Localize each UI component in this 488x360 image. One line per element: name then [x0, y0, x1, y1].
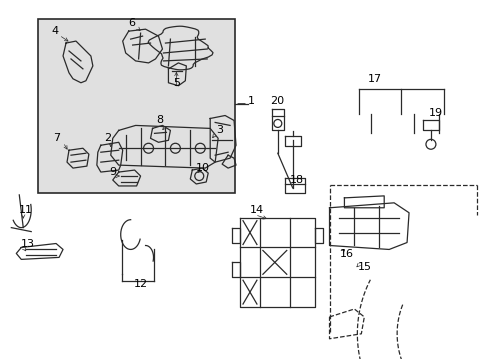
Text: 4: 4	[51, 26, 58, 36]
Text: 3: 3	[216, 125, 223, 135]
Text: 13: 13	[21, 239, 35, 249]
Text: 17: 17	[367, 74, 382, 84]
Text: 12: 12	[133, 279, 147, 289]
Text: 6: 6	[128, 18, 135, 28]
Text: 2: 2	[103, 133, 111, 143]
Text: 9: 9	[108, 167, 116, 177]
Text: 1: 1	[247, 96, 254, 105]
Bar	[38, 19, 235, 193]
Text: 10: 10	[196, 163, 210, 173]
Text: 16: 16	[339, 249, 353, 260]
Text: 18: 18	[289, 175, 303, 185]
Text: 7: 7	[53, 133, 60, 143]
Text: 20: 20	[269, 96, 284, 105]
Text: 5: 5	[173, 78, 180, 88]
Text: 11: 11	[19, 205, 33, 215]
Text: 8: 8	[156, 116, 163, 126]
Text: 14: 14	[249, 205, 264, 215]
Text: 15: 15	[357, 262, 370, 272]
Text: 19: 19	[428, 108, 442, 117]
